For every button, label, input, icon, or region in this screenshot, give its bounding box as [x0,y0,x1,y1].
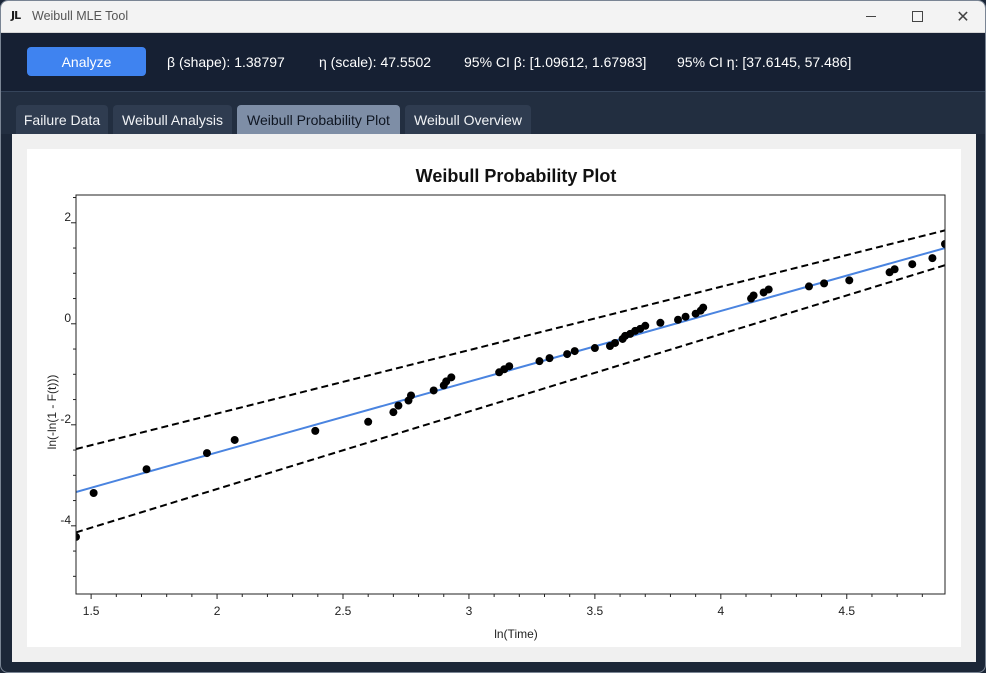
data-point [804,282,813,291]
x-tick-label: 4 [717,604,724,618]
tab-content: Weibull Probability Plot 1.5 2 2.5 3 3.5 4 4.5… [12,134,976,662]
data-point [928,254,937,263]
data-point [590,344,599,353]
tab-weibull-analysis[interactable]: Weibull Analysis [113,105,232,134]
weibull-probability-chart: Weibull Probability Plot 1.5 2 2.5 3 3.5 4 4.5… [45,166,946,641]
data-point [545,354,554,363]
ci-eta-value: 95% CI η: [37.6145, 57.486] [677,54,852,70]
maximize-button[interactable] [894,1,940,32]
y-tick-label: 2 [64,210,71,224]
data-point [749,291,758,300]
data-point [908,260,917,269]
x-tick-label: 2.5 [335,604,352,618]
data-point [674,315,683,324]
x-tick-label: 3 [466,604,473,618]
data-point [311,426,320,435]
data-point [535,357,544,366]
data-point [202,449,211,458]
minimize-button[interactable] [848,1,894,32]
data-point [699,303,708,312]
jl-logo-icon: JL [11,9,21,22]
toolbar: Analyze β (shape): 1.38797 η (scale): 47… [1,33,985,92]
eta-scale-value: η (scale): 47.5502 [319,54,432,70]
tab-bar: Failure Data Weibull Analysis Weibull Pr… [1,92,985,134]
data-point [76,532,80,541]
ci-beta-value: 95% CI β: [1.09612, 1.67983] [464,54,647,70]
x-tick-label: 2 [214,604,221,618]
data-point [611,338,620,347]
x-axis-label: ln(Time) [494,627,538,641]
x-tick-label: 1.5 [83,604,100,618]
x-tick-label: 4.5 [838,604,855,618]
ci-lower-line [76,264,945,534]
title-bar: JL Weibull MLE Tool ✕ [1,1,985,33]
plot-frame [75,194,946,595]
data-point [845,276,854,285]
tab-weibull-probability-plot[interactable]: Weibull Probability Plot [237,105,400,134]
data-point [941,239,945,248]
data-point [563,350,572,359]
data-point [230,435,239,444]
maximize-icon [911,11,923,22]
data-point [681,312,690,321]
data-point [764,285,773,294]
chart-panel: Weibull Probability Plot 1.5 2 2.5 3 3.5 4 4.5… [27,149,961,647]
data-point [641,321,650,330]
y-tick-label: -2 [60,412,71,426]
y-tick-label: -4 [60,513,71,527]
tab-failure-data[interactable]: Failure Data [16,105,108,134]
data-point [656,318,665,327]
data-point [820,279,829,288]
data-point [505,362,514,371]
data-point [142,465,151,474]
y-axis-label: ln(-ln(1 - F(t))) [45,375,59,450]
close-button[interactable]: ✕ [940,1,985,32]
data-point [890,265,899,274]
data-point [429,386,438,395]
window-title: Weibull MLE Tool [32,9,129,23]
data-point [447,373,456,382]
close-icon: ✕ [956,6,970,26]
data-point [364,417,373,426]
tab-weibull-overview[interactable]: Weibull Overview [405,105,531,134]
data-point [89,488,98,497]
y-tick-label: 0 [64,311,71,325]
analyze-button[interactable]: Analyze [27,47,146,76]
ci-upper-line [76,229,945,451]
beta-shape-value: β (shape): 1.38797 [167,54,285,70]
x-tick-label: 3.5 [587,604,604,618]
data-point [394,401,403,410]
data-point [570,347,579,356]
chart-title: Weibull Probability Plot [416,166,617,186]
data-point [389,408,398,417]
minimize-icon [866,16,876,17]
data-point [407,391,416,400]
